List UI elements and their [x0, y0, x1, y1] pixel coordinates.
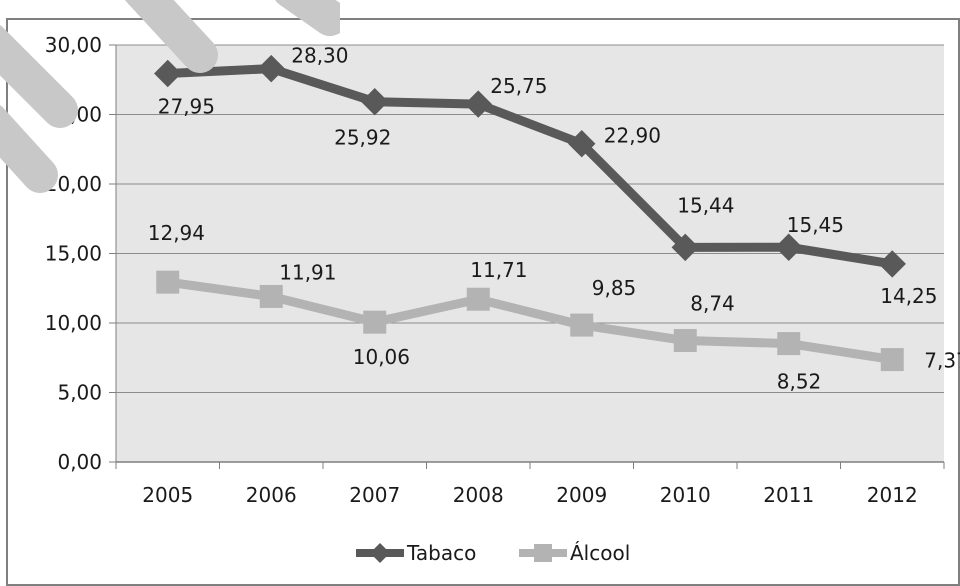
- data-label: 15,44: [677, 193, 734, 217]
- data-label: 8,74: [690, 292, 735, 316]
- data-point-diamond: [568, 129, 596, 158]
- data-point-square: [673, 329, 697, 353]
- data-label: 25,92: [334, 126, 391, 150]
- brush-stroke: [275, 0, 340, 36]
- series-tabaco: 27,95 28,30 25,92 25,75 22,90 15,44 15,45 14,25: [154, 44, 938, 308]
- data-point-diamond: [671, 233, 699, 262]
- legend: Tabaco Álcool: [356, 541, 630, 565]
- data-label: 14,25: [880, 284, 937, 308]
- y-tick-label: 15,00: [45, 242, 102, 266]
- data-label: 22,90: [604, 124, 661, 148]
- data-point-diamond: [878, 250, 906, 278]
- data-label: 28,30: [291, 44, 348, 68]
- data-label: 15,45: [787, 213, 844, 237]
- data-point-square: [363, 310, 387, 334]
- x-tick-label: 2011: [763, 483, 814, 507]
- brush-stroke: [125, 0, 218, 73]
- legend-item-tabaco: Tabaco: [356, 541, 476, 565]
- series-layer: 27,95 28,30 25,92 25,75 22,90 15,44 15,45 14,25…: [148, 44, 960, 394]
- data-point-diamond: [154, 59, 182, 88]
- x-tick-label: 2009: [556, 483, 607, 507]
- x-tick-label: 2005: [142, 483, 193, 507]
- legend-label: Álcool: [570, 541, 630, 565]
- series-alcool: 12,94 11,91 10,06 11,71 9,85 8,74 8,52 7,37: [148, 221, 960, 393]
- data-point-square: [259, 284, 283, 308]
- data-point-square: [570, 313, 594, 337]
- series-line: [167, 64, 893, 269]
- data-point-square: [777, 332, 801, 356]
- data-label: 7,37: [924, 349, 960, 373]
- data-point-square: [156, 270, 180, 294]
- x-tick-label: 2007: [349, 483, 400, 507]
- data-label: 10,06: [353, 345, 410, 369]
- data-point-diamond: [464, 90, 492, 118]
- legend-item-alcool: Álcool: [519, 541, 630, 565]
- y-tick-label: 10,00: [45, 311, 102, 335]
- data-label: 25,75: [490, 74, 547, 98]
- y-tick-label: 30,00: [45, 33, 102, 57]
- data-label: 11,91: [279, 260, 336, 284]
- brush-stroke: [0, 105, 58, 193]
- legend-marker-diamond: [370, 543, 390, 563]
- brush-stroke: [0, 25, 78, 128]
- legend-marker-square: [534, 544, 552, 562]
- data-label: 11,71: [470, 258, 527, 282]
- data-point-diamond: [257, 54, 285, 83]
- data-point-diamond: [361, 88, 389, 116]
- series-line: [167, 277, 893, 365]
- data-label: 27,95: [158, 94, 215, 118]
- data-label: 8,52: [777, 370, 822, 394]
- y-tick-label: 5,00: [57, 381, 102, 405]
- data-point-square: [466, 287, 490, 311]
- x-axis: 2005 2006 2007 2008 2009 2010 2011 2012: [115, 461, 945, 507]
- legend-label: Tabaco: [406, 541, 476, 565]
- chart-frame: 0,00 5,00 10,00 15,00 20,00 25,00 30,00 2005 20…: [6, 18, 960, 586]
- data-point-square: [880, 348, 904, 372]
- x-tick-label: 2008: [453, 483, 504, 507]
- y-tick-label: 0,00: [57, 450, 102, 474]
- corner-brush-decoration: [0, 0, 340, 193]
- x-tick-label: 2006: [246, 483, 297, 507]
- data-point-diamond: [775, 233, 803, 261]
- data-label: 12,94: [148, 221, 205, 245]
- data-label: 9,85: [592, 276, 637, 300]
- x-tick-label: 2010: [660, 483, 711, 507]
- x-tick-label: 2012: [867, 483, 918, 507]
